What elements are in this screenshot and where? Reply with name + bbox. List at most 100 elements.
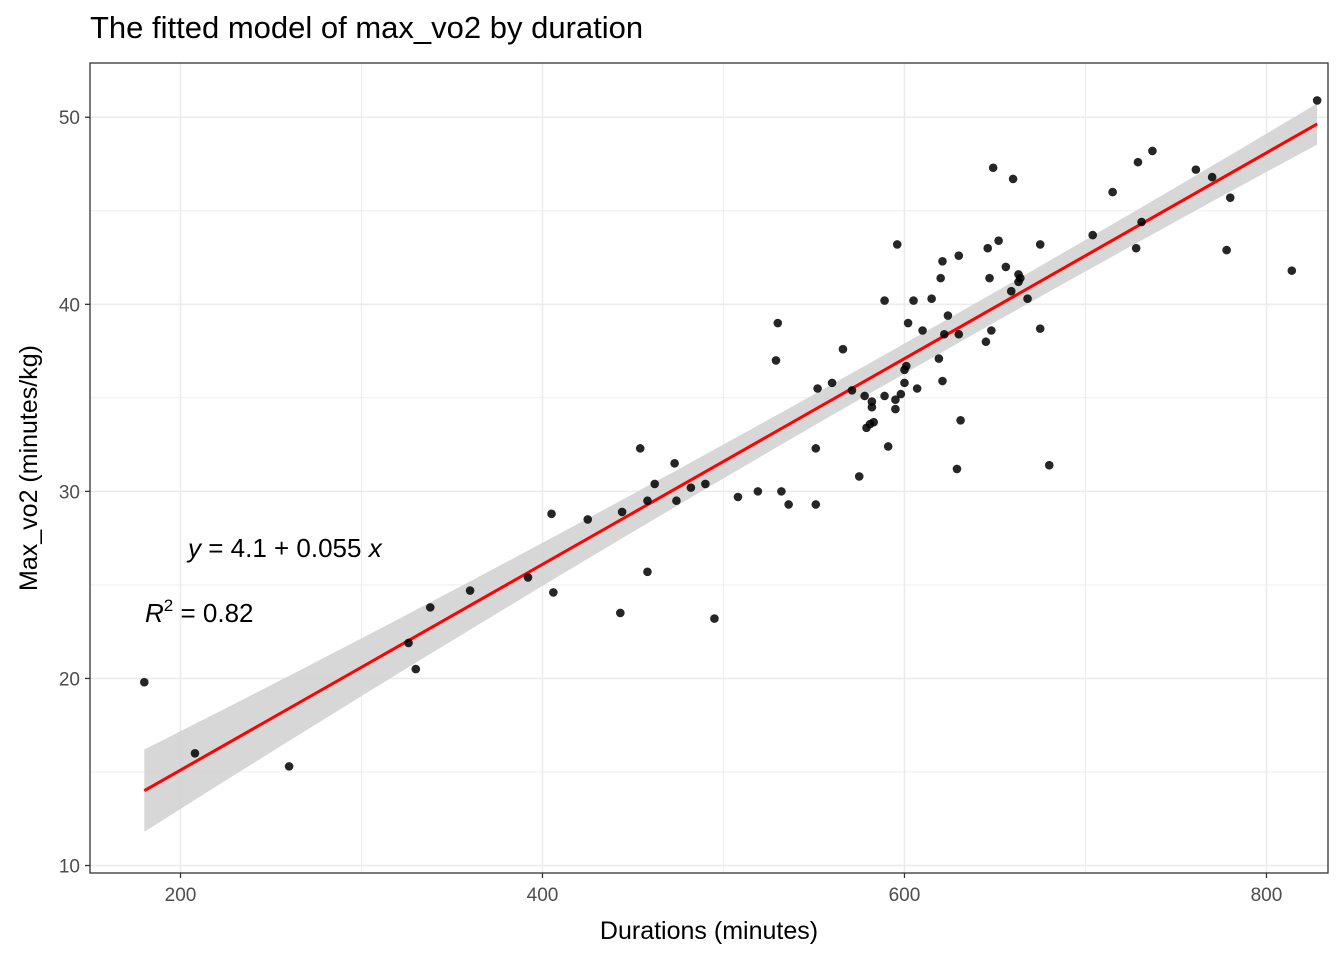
data-point bbox=[811, 500, 821, 509]
x-tick-label: 200 bbox=[165, 885, 197, 906]
data-point bbox=[1008, 174, 1018, 184]
data-point bbox=[954, 329, 964, 339]
data-point bbox=[918, 326, 927, 335]
data-point bbox=[847, 386, 857, 395]
data-point bbox=[1023, 294, 1032, 304]
data-point bbox=[813, 384, 822, 393]
data-point bbox=[583, 515, 593, 524]
data-point bbox=[733, 492, 743, 502]
data-point bbox=[1035, 324, 1045, 333]
data-point bbox=[880, 391, 889, 401]
x-tick-label: 800 bbox=[1251, 885, 1283, 906]
data-point bbox=[701, 479, 710, 489]
data-points bbox=[139, 96, 1322, 771]
data-point bbox=[1207, 172, 1217, 182]
r-squared-label: R2 = 0.82 bbox=[145, 596, 253, 628]
data-point bbox=[869, 417, 879, 427]
y-tick-label: 40 bbox=[59, 295, 80, 316]
data-point bbox=[650, 479, 660, 489]
data-point bbox=[465, 586, 475, 595]
data-point bbox=[190, 748, 200, 758]
data-point bbox=[988, 163, 998, 173]
data-point bbox=[956, 415, 965, 425]
data-point bbox=[811, 444, 821, 453]
data-point bbox=[547, 509, 556, 519]
fit-line-layer bbox=[143, 122, 1318, 792]
data-point bbox=[1108, 187, 1117, 197]
y-tick-label: 20 bbox=[59, 669, 80, 690]
data-point bbox=[838, 344, 848, 354]
data-point bbox=[938, 256, 947, 266]
data-point bbox=[284, 762, 294, 771]
data-point bbox=[1312, 96, 1322, 105]
confidence-band bbox=[144, 103, 1318, 832]
data-point bbox=[670, 459, 679, 468]
minor-gridlines bbox=[90, 63, 1328, 873]
data-point bbox=[672, 496, 681, 506]
data-point bbox=[891, 395, 900, 405]
data-point bbox=[643, 567, 652, 577]
data-point bbox=[860, 391, 869, 401]
y-tick-label: 50 bbox=[59, 108, 80, 129]
data-point bbox=[900, 378, 909, 388]
data-point bbox=[549, 588, 558, 597]
data-point bbox=[753, 487, 763, 496]
data-point bbox=[987, 326, 996, 335]
data-point bbox=[686, 483, 696, 492]
y-tick-label: 10 bbox=[59, 857, 80, 878]
chart-title: The fitted model of max_vo2 by duration bbox=[90, 10, 644, 45]
data-point bbox=[909, 296, 918, 305]
data-point bbox=[1131, 243, 1141, 253]
data-point bbox=[983, 243, 993, 253]
data-point bbox=[1225, 193, 1235, 202]
data-point bbox=[616, 608, 625, 618]
data-point bbox=[994, 236, 1003, 246]
data-point bbox=[880, 296, 889, 305]
regression-equation: y = 4.1 + 0.055 x bbox=[186, 533, 383, 563]
data-point bbox=[771, 356, 781, 365]
data-point bbox=[891, 404, 900, 414]
data-point bbox=[927, 294, 936, 304]
axis-ticks: 200 400 600 800 10 20 30 40 50 bbox=[59, 108, 1282, 906]
data-point bbox=[912, 384, 922, 393]
data-point bbox=[981, 337, 991, 347]
data-point bbox=[901, 361, 911, 371]
data-point bbox=[404, 638, 413, 648]
data-point bbox=[954, 251, 964, 260]
data-point bbox=[867, 397, 877, 406]
data-point bbox=[635, 444, 645, 453]
data-point bbox=[952, 464, 962, 474]
data-point bbox=[892, 240, 902, 249]
fit-line bbox=[143, 122, 1318, 792]
data-point bbox=[643, 496, 652, 506]
data-point bbox=[939, 329, 949, 339]
data-point bbox=[1148, 146, 1157, 156]
data-point bbox=[523, 573, 533, 582]
data-point bbox=[938, 376, 947, 386]
y-axis-title: Max_vo2 (minutes/kg) bbox=[15, 345, 43, 591]
data-point bbox=[943, 311, 953, 320]
x-axis-title: Durations (minutes) bbox=[600, 917, 818, 945]
data-point bbox=[710, 614, 719, 623]
data-point bbox=[1287, 266, 1297, 275]
data-point bbox=[1006, 286, 1016, 296]
data-point bbox=[139, 677, 149, 687]
data-point bbox=[936, 273, 945, 283]
data-point bbox=[411, 664, 421, 674]
data-point bbox=[617, 507, 627, 517]
data-point bbox=[1191, 165, 1201, 174]
data-point bbox=[934, 354, 944, 363]
x-tick-label: 600 bbox=[889, 885, 921, 906]
data-point bbox=[1137, 217, 1146, 227]
data-point bbox=[777, 487, 786, 496]
data-point bbox=[827, 378, 837, 388]
x-tick-label: 400 bbox=[527, 885, 559, 906]
data-point bbox=[1001, 262, 1011, 272]
data-point bbox=[883, 442, 893, 451]
panel-border bbox=[89, 62, 1329, 874]
data-point bbox=[854, 472, 864, 481]
data-point bbox=[1044, 460, 1054, 470]
data-point bbox=[1133, 157, 1143, 167]
data-point bbox=[903, 318, 913, 328]
